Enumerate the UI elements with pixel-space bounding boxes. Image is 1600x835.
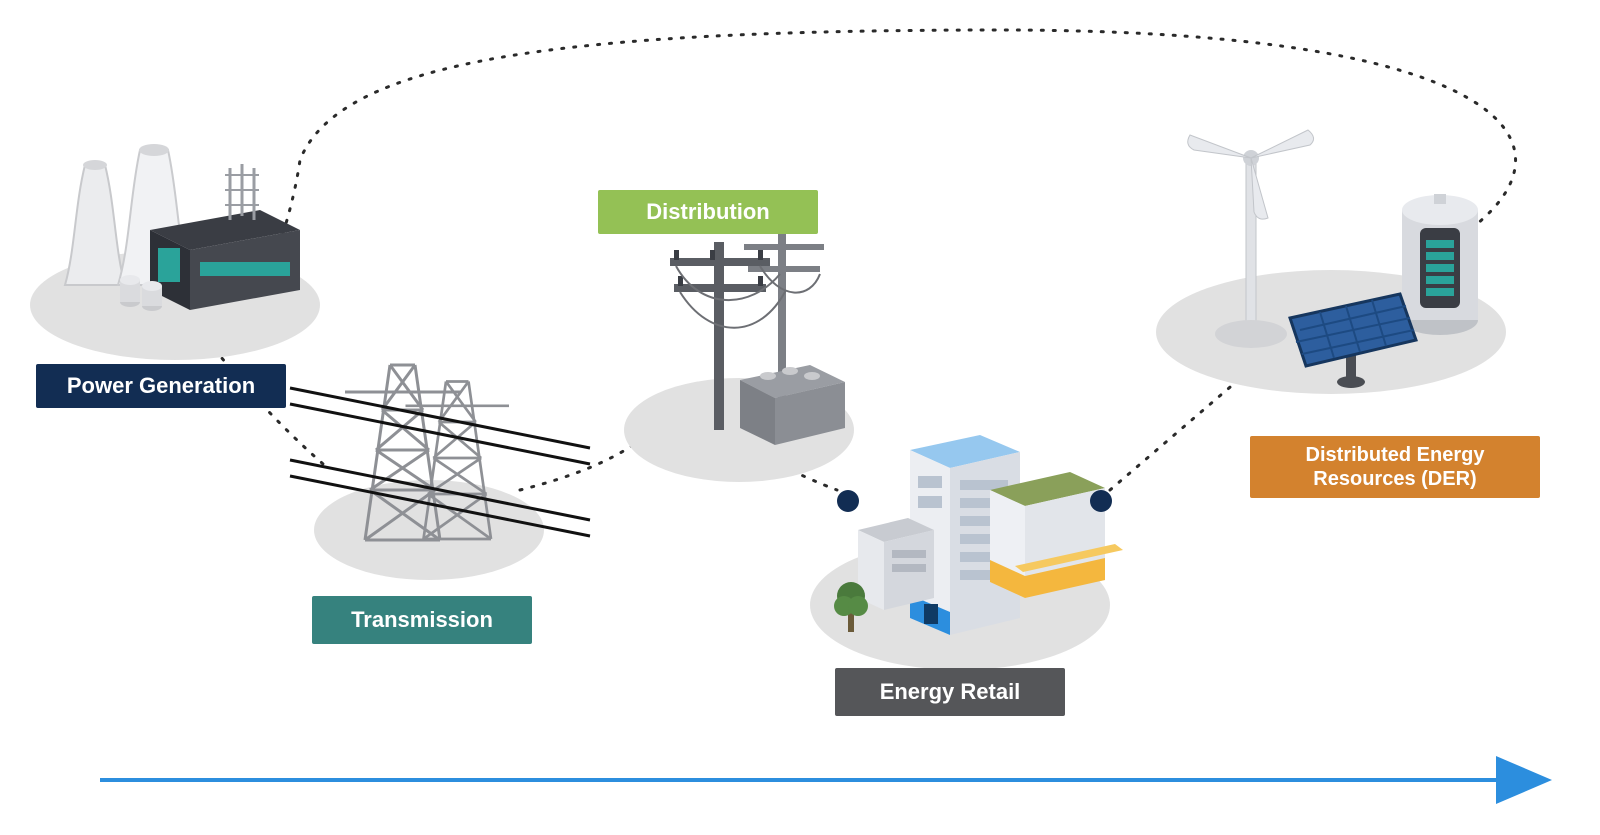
der-icon <box>1150 90 1520 400</box>
node-energy-retail <box>800 410 1120 670</box>
node-der <box>1150 90 1510 390</box>
label-distribution: Distribution <box>598 190 818 234</box>
label-power-generation: Power Generation <box>36 364 286 408</box>
label-energy-retail: Energy Retail <box>835 668 1065 716</box>
connector-dot-right <box>1090 490 1112 512</box>
connector-dot-left <box>837 490 859 512</box>
node-power-generation <box>30 120 320 350</box>
label-der: Distributed Energy Resources (DER) <box>1250 436 1540 498</box>
energy-flow-diagram: Power Generation Transmission Distributi… <box>0 0 1600 835</box>
label-transmission: Transmission <box>312 596 532 644</box>
transmission-tower-icon <box>250 330 610 590</box>
node-transmission <box>300 330 560 590</box>
power-plant-icon <box>30 120 320 350</box>
flow-arrow <box>0 762 1600 802</box>
buildings-icon <box>800 410 1120 680</box>
